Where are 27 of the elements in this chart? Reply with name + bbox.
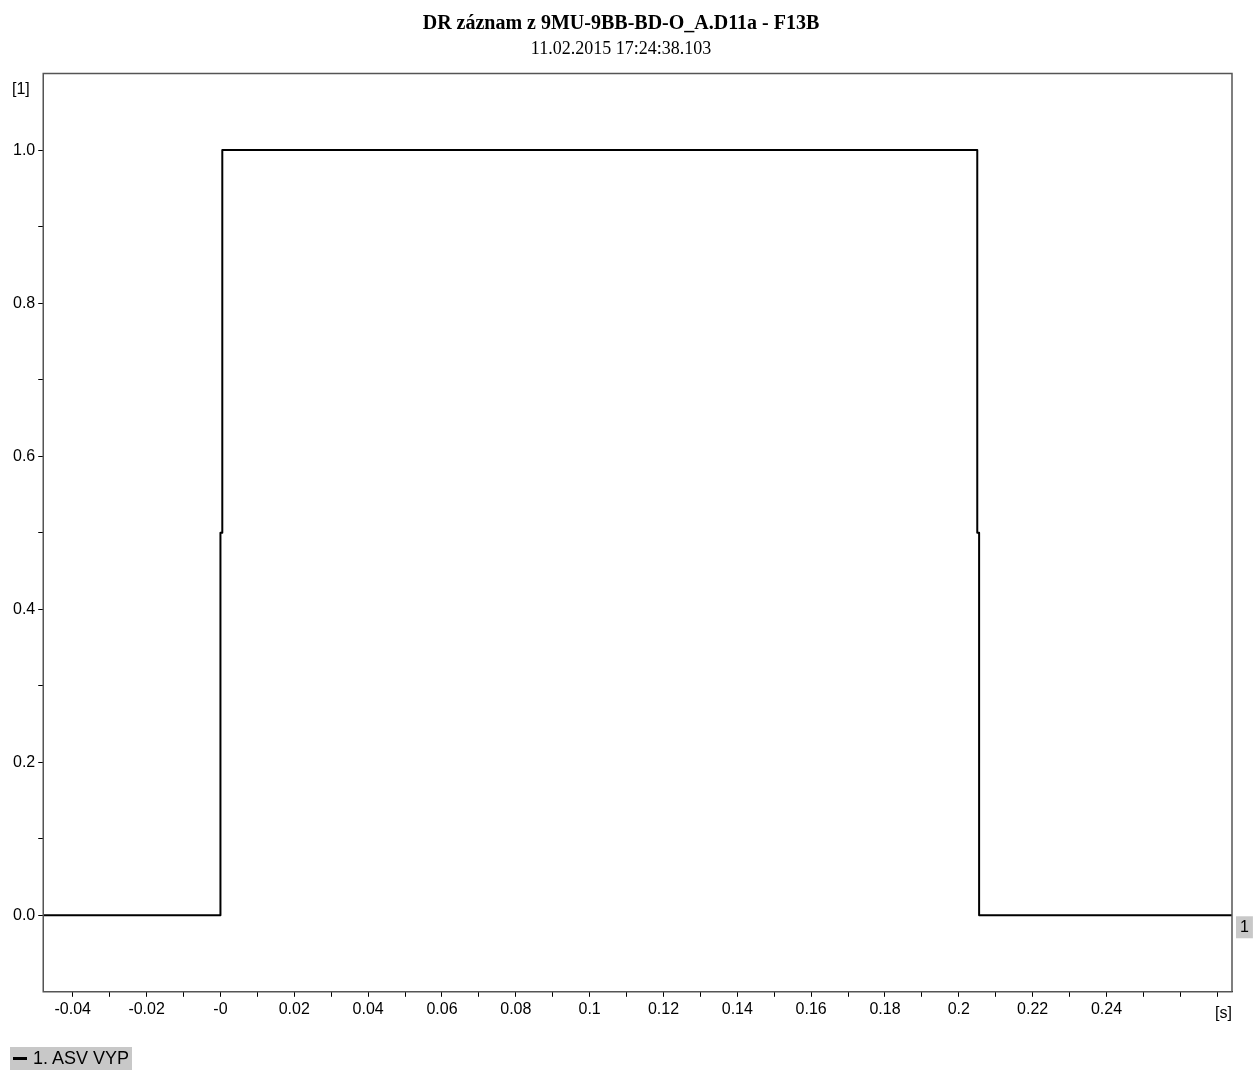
y-axis-title: [1] <box>12 80 30 98</box>
x-tick-label: 0.14 <box>721 999 753 1017</box>
x-axis-title: [s] <box>1215 1004 1232 1022</box>
chart-title: DR záznam z 9MU-9BB-BD-O_A.D11a - F13B <box>422 11 820 34</box>
x-tick-label: -0.02 <box>128 999 165 1017</box>
x-tick-label: 0.06 <box>426 999 458 1017</box>
y-tick-label: 0.4 <box>12 599 36 617</box>
x-tick-label: 0.2 <box>947 999 971 1017</box>
y-tick-label: 0.6 <box>12 446 36 464</box>
legend-label: 1. ASV VYP <box>33 1048 130 1069</box>
chart-subtitle: 11.02.2015 17:24:38.103 <box>530 37 712 58</box>
x-tick-label: -0 <box>213 999 228 1017</box>
y-tick-label: 0.8 <box>12 293 36 311</box>
x-tick-label: 0.04 <box>352 999 384 1017</box>
x-tick-label: 0.12 <box>647 999 680 1017</box>
y-tick-label: 0.2 <box>12 752 36 770</box>
x-tick-label: -0.04 <box>54 999 92 1017</box>
x-tick-label: 0.08 <box>500 999 532 1017</box>
x-tick-label: 0.1 <box>578 999 601 1017</box>
y-tick-label: 1.0 <box>12 140 36 158</box>
x-tick-label: 0.24 <box>1090 999 1123 1017</box>
annotation: 1 <box>1240 917 1249 935</box>
x-tick-label: 0.18 <box>869 999 901 1017</box>
x-tick-label: 0.02 <box>278 999 310 1017</box>
x-tick-label: 0.16 <box>795 999 827 1017</box>
x-tick-label: 0.22 <box>1017 999 1049 1017</box>
y-tick-label: 0.0 <box>12 905 36 923</box>
